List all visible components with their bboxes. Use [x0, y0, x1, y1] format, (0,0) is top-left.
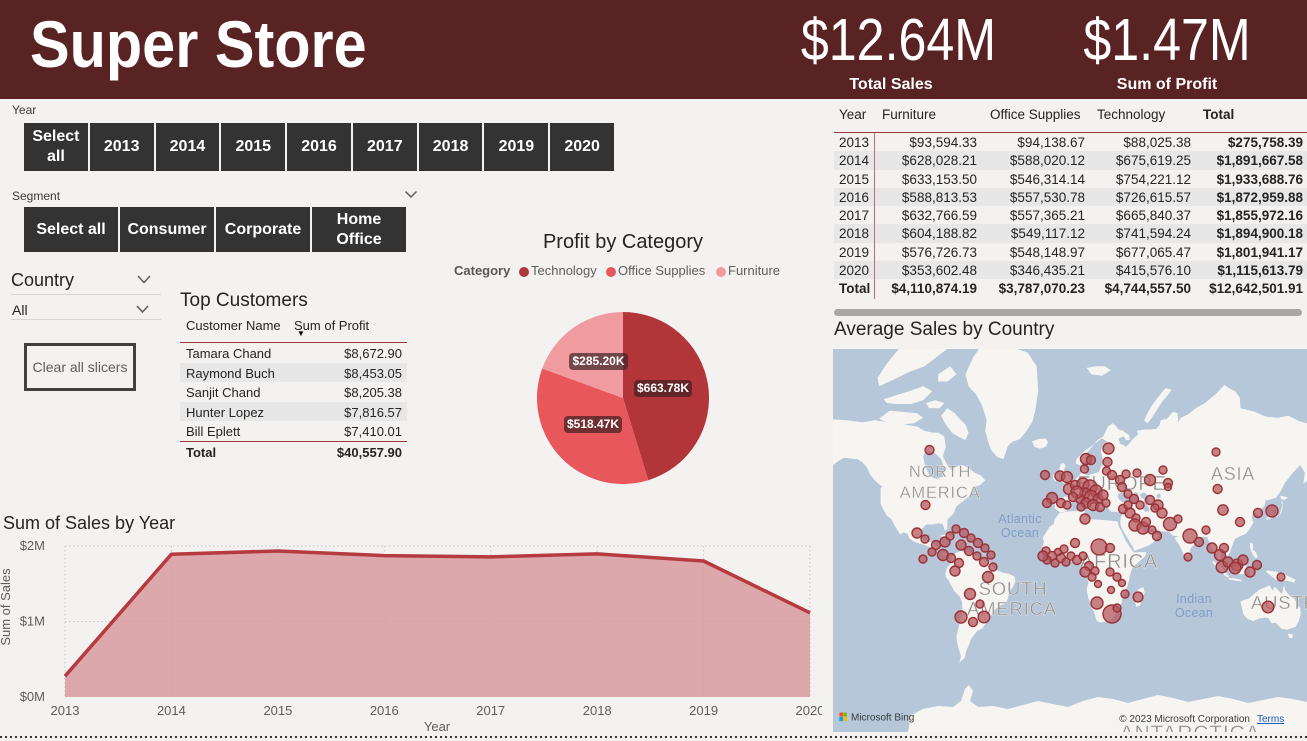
svg-text:$2M: $2M [20, 538, 45, 553]
svg-text:2013: 2013 [51, 703, 80, 718]
svg-text:2017: 2017 [476, 703, 505, 718]
svg-text:Indian: Indian [1176, 592, 1212, 606]
svg-text:2014: 2014 [157, 703, 186, 718]
svg-text:$0M: $0M [20, 689, 45, 704]
svg-text:2016: 2016 [370, 703, 399, 718]
svg-text:Ocean: Ocean [1001, 526, 1039, 540]
svg-text:NORTH: NORTH [909, 463, 971, 481]
svg-text:Terms: Terms [1257, 714, 1284, 725]
svg-text:2019: 2019 [689, 703, 718, 718]
svg-text:AMERICA: AMERICA [900, 484, 981, 502]
svg-text:Microsoft Bing: Microsoft Bing [851, 713, 914, 724]
svg-text:© 2023 Microsoft Corporation: © 2023 Microsoft Corporation [1119, 714, 1250, 725]
svg-text:Sum of Sales: Sum of Sales [0, 568, 13, 646]
svg-text:2015: 2015 [263, 703, 292, 718]
svg-text:2020: 2020 [796, 703, 822, 718]
svg-text:Sum of Sales by Year: Sum of Sales by Year [3, 513, 175, 533]
svg-text:AUSTRALIA: AUSTRALIA [1251, 592, 1307, 613]
svg-text:Year: Year [424, 719, 451, 734]
svg-text:2018: 2018 [583, 703, 612, 718]
svg-text:Atlantic: Atlantic [998, 512, 1041, 526]
svg-text:$1M: $1M [20, 614, 45, 629]
svg-text:AFRICA: AFRICA [1080, 551, 1158, 573]
svg-text:Ocean: Ocean [1175, 606, 1213, 620]
svg-text:ASIA: ASIA [1211, 464, 1255, 484]
svg-text:SOUTH: SOUTH [979, 578, 1048, 599]
